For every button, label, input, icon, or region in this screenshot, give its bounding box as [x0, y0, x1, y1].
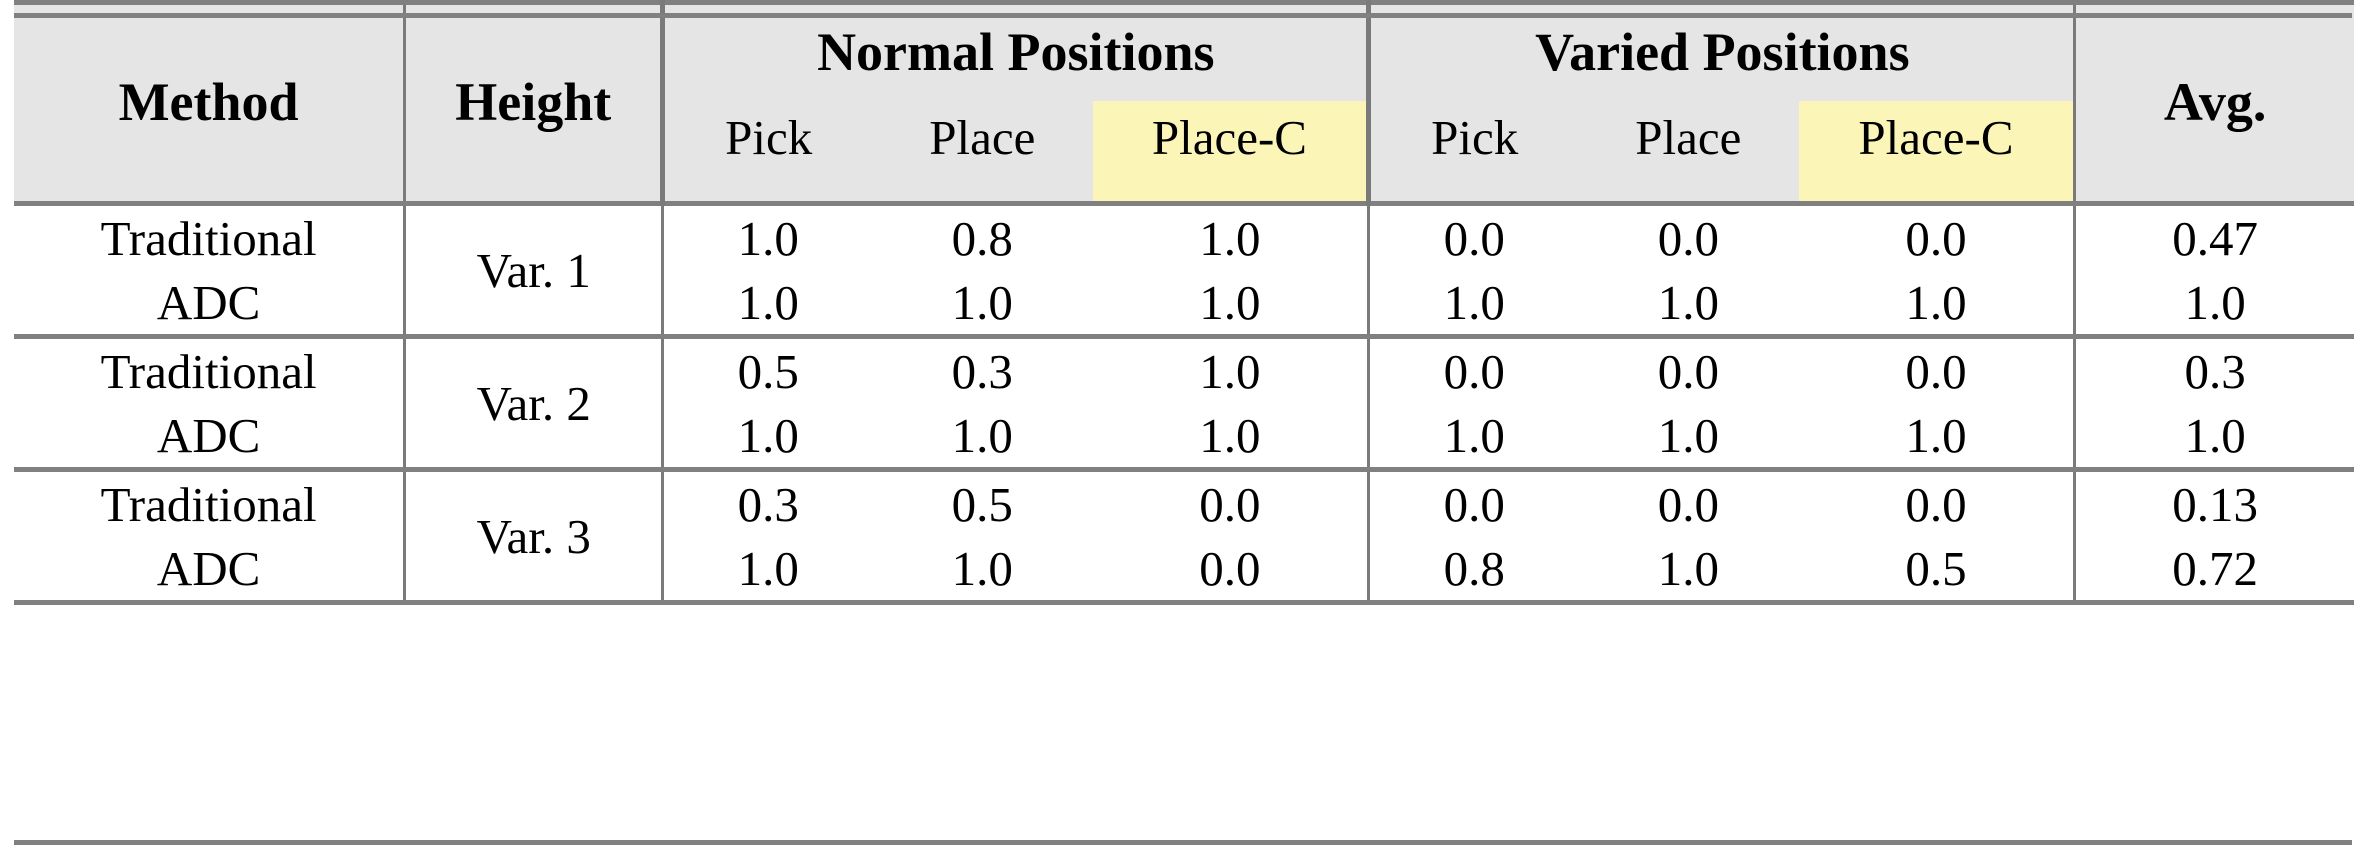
header-sub-row: Pick Place Place-C Pick Place Place-C: [14, 101, 2354, 204]
cell-varied-pick: 0.8: [1443, 540, 1505, 596]
cell-normal-place: 0.8: [872, 201, 1093, 270]
cell-varied-place-c: 0.0: [1798, 334, 2077, 403]
cell-avg: 0.72: [2172, 540, 2259, 596]
header-height: Height: [404, 0, 666, 204]
cell-varied-place: 1.0: [1657, 274, 1719, 330]
cell-varied-place-c: 1.0: [1798, 270, 2077, 337]
cell-method: Traditional: [14, 334, 407, 403]
cell-avg: 0.13: [2074, 467, 2354, 536]
table-row: ADC 1.0 1.0 1.0 1.0 1.0 1.0 1.0: [14, 270, 2354, 337]
cell-normal-place: 0.3: [872, 334, 1093, 403]
cell-varied-place: 0.0: [1578, 334, 1799, 403]
cell-height: Var. 1: [404, 201, 665, 337]
subheader-varied-pick: Pick: [1368, 101, 1579, 204]
cell-normal-place-c: 0.0: [1092, 536, 1371, 603]
cell-method: Traditional: [14, 467, 407, 536]
cell-varied-pick: 0.0: [1368, 467, 1579, 536]
table-body: Traditional Var. 1 1.0 0.8 1.0 0.0 0.0 0…: [14, 201, 2354, 607]
cell-avg: 1.0: [2184, 407, 2246, 463]
cell-normal-pick: 0.5: [662, 334, 873, 403]
cell-normal-place-c: 1.0: [1092, 201, 1371, 270]
table-bottom-outer-rule: [14, 840, 2352, 845]
table-row: ADC 1.0 1.0 0.0 0.8 1.0 0.5 0.72: [14, 536, 2354, 603]
table-bottom-rule-row: [14, 600, 2354, 607]
results-table: Method Height Normal Positions Varied Po…: [14, 0, 2354, 607]
table-bottom-rule: [14, 600, 2354, 607]
subheader-normal-pick: Pick: [662, 101, 873, 204]
cell-method: ADC: [14, 270, 407, 337]
cell-normal-place-c: 1.0: [1092, 403, 1371, 470]
cell-varied-place: 1.0: [1657, 407, 1719, 463]
cell-varied-place-c: 0.5: [1798, 536, 2077, 603]
cell-height: Var. 2: [404, 334, 665, 470]
cell-normal-place-c: 0.0: [1092, 467, 1371, 536]
table-row: ADC 1.0 1.0 1.0 1.0 1.0 1.0 1.0: [14, 403, 2354, 470]
table-top-rule: [14, 13, 2352, 18]
cell-varied-place: 0.0: [1578, 467, 1799, 536]
cell-normal-place-c: 1.0: [1092, 270, 1371, 337]
header-method: Method: [14, 0, 407, 204]
cell-varied-pick: 1.0: [1443, 274, 1505, 330]
table-head: Method Height Normal Positions Varied Po…: [14, 0, 2354, 204]
cell-normal-place: 1.0: [951, 407, 1013, 463]
cell-varied-place-c: 0.0: [1798, 467, 2077, 536]
header-avg: Avg.: [2074, 0, 2354, 204]
cell-varied-pick: 0.0: [1368, 201, 1579, 270]
cell-method: ADC: [14, 403, 407, 470]
cell-varied-place-c: 0.0: [1798, 201, 2077, 270]
cell-normal-pick: 0.3: [662, 467, 873, 536]
subheader-varied-place: Place: [1578, 101, 1799, 204]
header-group-row: Method Height Normal Positions Varied Po…: [14, 0, 2354, 204]
cell-varied-place: 0.0: [1578, 201, 1799, 270]
cell-varied-place-c: 1.0: [1798, 403, 2077, 470]
cell-varied-place: 1.0: [1657, 540, 1719, 596]
cell-avg: 0.3: [2074, 334, 2354, 403]
cell-method: ADC: [14, 536, 407, 603]
cell-normal-place-c: 1.0: [1092, 334, 1371, 403]
cell-normal-pick: 1.0: [737, 407, 799, 463]
table-row: Traditional Var. 2 0.5 0.3 1.0 0.0 0.0 0…: [14, 334, 2354, 470]
cell-height: Var. 3: [404, 467, 665, 603]
cell-avg: 0.47: [2074, 201, 2354, 270]
table-row: Traditional Var. 1 1.0 0.8 1.0 0.0 0.0 0…: [14, 201, 2354, 337]
cell-varied-pick: 1.0: [1443, 407, 1505, 463]
cell-normal-pick: 1.0: [737, 274, 799, 330]
subheader-varied-place-c: Place-C: [1798, 101, 2077, 204]
cell-normal-place: 1.0: [951, 540, 1013, 596]
cell-varied-pick: 0.0: [1368, 334, 1579, 403]
cell-normal-place: 0.5: [872, 467, 1093, 536]
cell-normal-pick: 1.0: [737, 540, 799, 596]
cell-normal-pick: 1.0: [662, 201, 873, 270]
table-row: Traditional Var. 3 0.3 0.5 0.0 0.0 0.0 0…: [14, 467, 2354, 603]
subheader-normal-place-c: Place-C: [1092, 101, 1372, 204]
cell-normal-place: 1.0: [951, 274, 1013, 330]
cell-avg: 1.0: [2184, 274, 2246, 330]
cell-method: Traditional: [14, 201, 407, 270]
subheader-normal-place: Place: [872, 101, 1093, 204]
